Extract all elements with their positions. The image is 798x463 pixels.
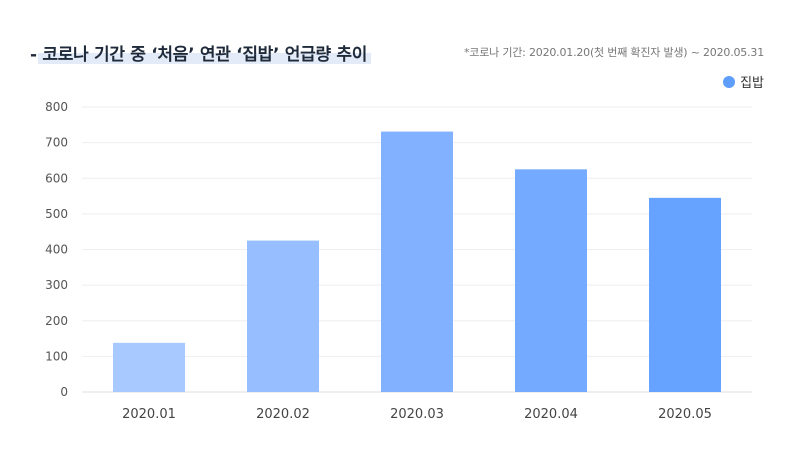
y-tick-label: 0 [60, 385, 68, 399]
y-tick-label: 500 [45, 207, 68, 221]
y-tick-label: 700 [45, 136, 68, 150]
bar [113, 342, 185, 392]
x-tick-label: 2020.04 [524, 407, 578, 422]
legend-label: 집밥 [740, 76, 764, 91]
y-tick-label: 200 [45, 314, 68, 328]
period-note: *코로나 기간: 2020.01.20(첫 번째 확진자 발생) ~ 2020.… [463, 46, 764, 59]
y-tick-label: 800 [45, 100, 68, 114]
x-tick-label: 2020.01 [122, 407, 176, 422]
x-tick-label: 2020.02 [256, 407, 310, 422]
bar [381, 131, 453, 393]
bar [649, 197, 721, 392]
y-tick-label: 400 [45, 243, 68, 257]
legend: 집밥 [723, 72, 764, 91]
y-tick-label: 600 [45, 171, 68, 185]
title-highlight [38, 53, 372, 64]
x-tick-label: 2020.03 [390, 407, 444, 422]
legend-marker [723, 75, 736, 88]
chart-title-text: - 코로나 기간 중 ‘처음’ 연관 ‘집밥’ 언급량 추이 [30, 44, 368, 65]
chart-title: - 코로나 기간 중 ‘처음’ 연관 ‘집밥’ 언급량 추이 [30, 38, 372, 66]
y-tick-label: 300 [45, 278, 68, 292]
y-tick-label: 100 [45, 349, 68, 363]
bar [247, 240, 319, 392]
x-tick-label: 2020.05 [658, 407, 712, 422]
bar [515, 169, 587, 392]
